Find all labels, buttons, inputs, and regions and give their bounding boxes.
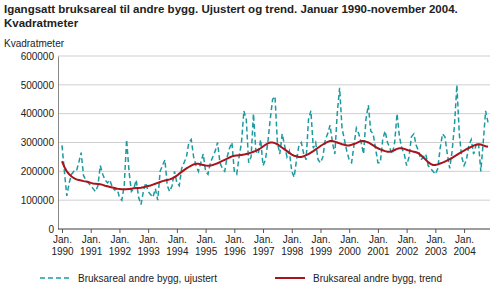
x-tick-label: Jan.2004	[453, 234, 476, 257]
x-tick-mark	[62, 229, 63, 233]
x-tick-mark	[206, 229, 207, 233]
y-tick: 500000	[21, 80, 58, 91]
grid-line	[58, 113, 490, 114]
grid-line	[58, 56, 490, 57]
y-axis: 0 100000 200000 300000 400000 500000 600000	[21, 51, 59, 235]
x-tick: Jan.2002	[396, 229, 419, 257]
x-tick-label: Jan.2001	[367, 234, 390, 257]
x-tick-mark	[349, 229, 350, 233]
x-tick: Jan.1997	[252, 229, 275, 257]
x-tick-label: Jan.1992	[109, 234, 132, 257]
x-tick: Jan.1992	[109, 229, 132, 257]
y-axis-line	[58, 57, 59, 230]
x-tick: Jan.1996	[224, 229, 247, 257]
y-tick: 100000	[21, 195, 58, 206]
y-tick: 0	[48, 224, 58, 235]
grid-line	[58, 171, 490, 172]
x-tick: Jan.2001	[367, 229, 390, 257]
x-tick-mark	[263, 229, 264, 233]
y-tick-label: 600000	[21, 51, 55, 62]
x-tick: Jan.2003	[425, 229, 448, 257]
x-tick: Jan.1999	[310, 229, 333, 257]
x-tick-label: Jan.1996	[224, 234, 247, 257]
y-tick: 300000	[21, 137, 58, 148]
grid-line	[58, 229, 490, 230]
series-line	[62, 85, 488, 205]
y-tick-label: 300000	[21, 137, 55, 148]
x-tick-label: Jan.1998	[281, 234, 304, 257]
y-tick-label: 400000	[21, 108, 55, 119]
x-tick-label: Jan.1997	[252, 234, 275, 257]
x-tick-label: Jan.1991	[80, 234, 103, 257]
grid	[58, 56, 490, 229]
x-tick-mark	[234, 229, 235, 233]
x-tick: Jan.1998	[281, 229, 304, 257]
title: Igangsatt bruksareal til andre bygg. Uju…	[4, 3, 458, 29]
legend-item: Bruksareal andre bygg, ujustert	[40, 273, 217, 284]
y-axis-title: Kvadratmeter	[4, 38, 65, 49]
x-tick: Jan.1994	[166, 229, 189, 257]
x-tick: Jan.1991	[80, 229, 103, 257]
x-tick-label: Jan.1990	[51, 234, 74, 257]
grid-line	[58, 200, 490, 201]
x-tick-mark	[91, 229, 92, 233]
x-tick: Jan.1990	[51, 229, 74, 257]
y-tick-label: 500000	[21, 80, 55, 91]
x-tick-mark	[464, 229, 465, 233]
legend-swatch	[275, 277, 305, 279]
grid-line	[58, 84, 490, 85]
legend-label: Bruksareal andre bygg, ujustert	[78, 273, 217, 284]
x-tick: Jan.1995	[195, 229, 218, 257]
x-tick: Jan.1993	[138, 229, 161, 257]
x-tick: Jan.2000	[339, 229, 362, 257]
x-tick: Jan.2004	[453, 229, 476, 257]
x-tick-mark	[407, 229, 408, 233]
y-tick-label: 100000	[21, 195, 55, 206]
chart: Igangsatt bruksareal til andre bygg. Uju…	[0, 0, 500, 294]
series-line	[62, 141, 488, 189]
x-tick-label: Jan.1995	[195, 234, 218, 257]
x-tick-mark	[320, 229, 321, 233]
legend-item: Bruksareal andre bygg, trend	[275, 273, 442, 284]
x-tick-label: Jan.1994	[166, 234, 189, 257]
x-tick-label: Jan.2000	[339, 234, 362, 257]
y-tick: 200000	[21, 166, 58, 177]
x-tick-mark	[148, 229, 149, 233]
x-axis: Jan.1990 Jan.1991 Jan.1992 Jan.1993Jan.1994…	[51, 229, 490, 257]
x-tick-label: Jan.1999	[310, 234, 333, 257]
legend-swatch	[40, 277, 70, 279]
x-tick-mark	[435, 229, 436, 233]
x-tick-mark	[119, 229, 120, 233]
y-tick: 600000	[21, 51, 58, 62]
y-tick-label: 200000	[21, 166, 55, 177]
plot-area	[62, 85, 488, 205]
x-tick-mark	[177, 229, 178, 233]
x-tick-label: Jan.1993	[138, 234, 161, 257]
x-axis-line	[58, 229, 490, 230]
legend: Bruksareal andre bygg, ujustert Bruksarea…	[40, 273, 442, 284]
x-tick-label: Jan.2002	[396, 234, 419, 257]
y-tick: 400000	[21, 108, 58, 119]
legend-label: Bruksareal andre bygg, trend	[313, 273, 442, 284]
x-tick-mark	[378, 229, 379, 233]
y-tick-label: 0	[48, 224, 54, 235]
x-tick-mark	[292, 229, 293, 233]
x-tick-label: Jan.2003	[425, 234, 448, 257]
